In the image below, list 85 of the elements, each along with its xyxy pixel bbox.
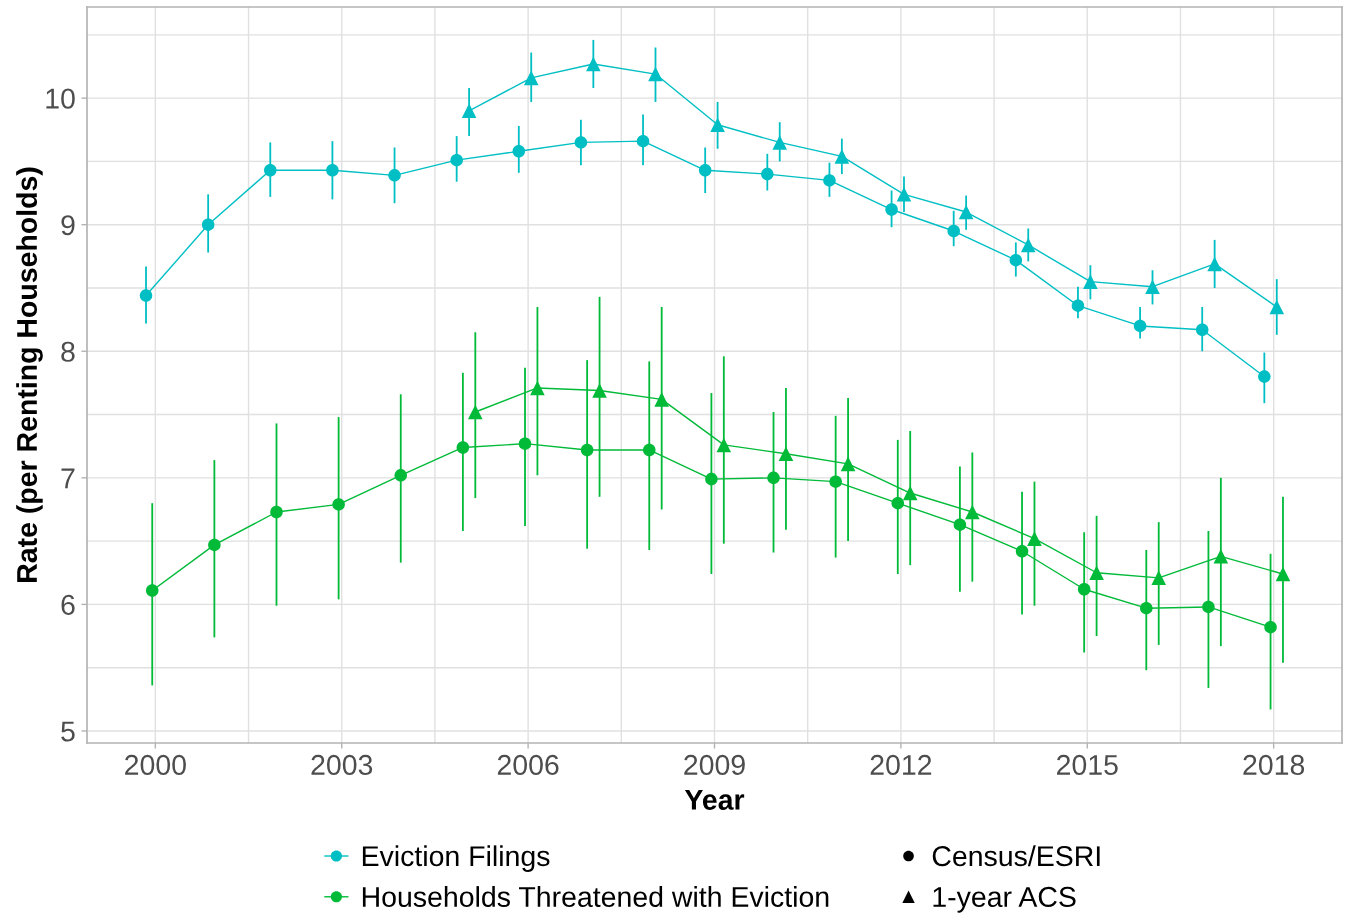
point bbox=[840, 456, 856, 472]
point bbox=[586, 56, 601, 72]
point bbox=[716, 437, 732, 453]
point bbox=[902, 485, 918, 501]
point bbox=[1269, 299, 1285, 315]
point bbox=[1009, 253, 1023, 267]
point bbox=[1020, 237, 1036, 253]
point bbox=[394, 469, 407, 482]
point bbox=[523, 70, 539, 86]
point bbox=[1264, 620, 1277, 634]
point bbox=[1089, 565, 1104, 581]
point bbox=[574, 136, 588, 149]
point bbox=[958, 204, 974, 220]
point bbox=[834, 149, 850, 164]
point bbox=[580, 443, 594, 457]
point bbox=[710, 117, 725, 132]
x-axis-title: Year bbox=[684, 790, 745, 810]
y-tick-label: 8 bbox=[61, 341, 75, 362]
point bbox=[1077, 582, 1091, 596]
y-tick-label: 5 bbox=[61, 721, 75, 742]
point bbox=[654, 392, 669, 407]
point bbox=[264, 164, 277, 177]
point bbox=[823, 174, 836, 187]
x-tick-label: 2012 bbox=[870, 754, 932, 776]
point bbox=[778, 446, 794, 462]
point bbox=[326, 164, 339, 177]
point bbox=[636, 134, 650, 148]
point bbox=[450, 153, 463, 167]
point bbox=[829, 475, 842, 488]
x-tick-label: 2003 bbox=[311, 754, 373, 776]
point bbox=[772, 135, 788, 150]
point bbox=[1133, 319, 1147, 333]
point bbox=[201, 218, 215, 231]
point bbox=[592, 383, 607, 398]
point bbox=[953, 518, 967, 531]
point bbox=[1145, 279, 1160, 295]
point bbox=[761, 167, 774, 181]
point bbox=[648, 66, 663, 82]
y-tick-label: 9 bbox=[61, 215, 75, 236]
y-tick-label: 7 bbox=[61, 468, 75, 489]
point bbox=[468, 404, 483, 420]
legend-label: Eviction Filings bbox=[362, 845, 550, 872]
point bbox=[1015, 545, 1029, 558]
point bbox=[1083, 274, 1098, 289]
point bbox=[518, 437, 532, 450]
point bbox=[705, 472, 718, 486]
point bbox=[1195, 323, 1209, 336]
point bbox=[456, 441, 470, 454]
point bbox=[1071, 299, 1085, 312]
point bbox=[965, 504, 980, 520]
point bbox=[947, 224, 960, 238]
point bbox=[891, 496, 905, 510]
point bbox=[512, 145, 526, 158]
point bbox=[1151, 570, 1167, 586]
point bbox=[139, 289, 153, 302]
y-tick-label: 6 bbox=[61, 594, 75, 615]
text: 1-year ACS bbox=[933, 886, 1076, 913]
point bbox=[530, 380, 545, 396]
x-tick-label: 2009 bbox=[684, 754, 745, 776]
legend-label: Households Threatened with Eviction bbox=[362, 886, 829, 908]
point bbox=[1213, 549, 1229, 564]
x-tick-label: 2000 bbox=[125, 754, 186, 776]
x-tick-label: 2018 bbox=[1243, 754, 1305, 776]
point bbox=[1140, 601, 1153, 615]
point bbox=[145, 584, 159, 597]
y-tick-label: 10 bbox=[46, 88, 75, 109]
x-tick-label: 2015 bbox=[1057, 754, 1118, 776]
point bbox=[896, 187, 912, 202]
x-tick-label: 2006 bbox=[497, 754, 559, 776]
point bbox=[1202, 600, 1215, 614]
point bbox=[1258, 370, 1271, 383]
point bbox=[885, 203, 898, 216]
text: Census/ESRI bbox=[932, 845, 1100, 867]
point bbox=[767, 471, 780, 485]
y-axis-title: Rate (per Renting Households) bbox=[16, 167, 43, 582]
point bbox=[643, 443, 656, 457]
point bbox=[698, 164, 712, 177]
point bbox=[270, 505, 283, 519]
point bbox=[1275, 566, 1291, 582]
point bbox=[332, 498, 345, 511]
point bbox=[208, 538, 221, 552]
point bbox=[388, 169, 401, 182]
point bbox=[461, 103, 477, 119]
point bbox=[1207, 256, 1222, 272]
point bbox=[1027, 531, 1042, 546]
